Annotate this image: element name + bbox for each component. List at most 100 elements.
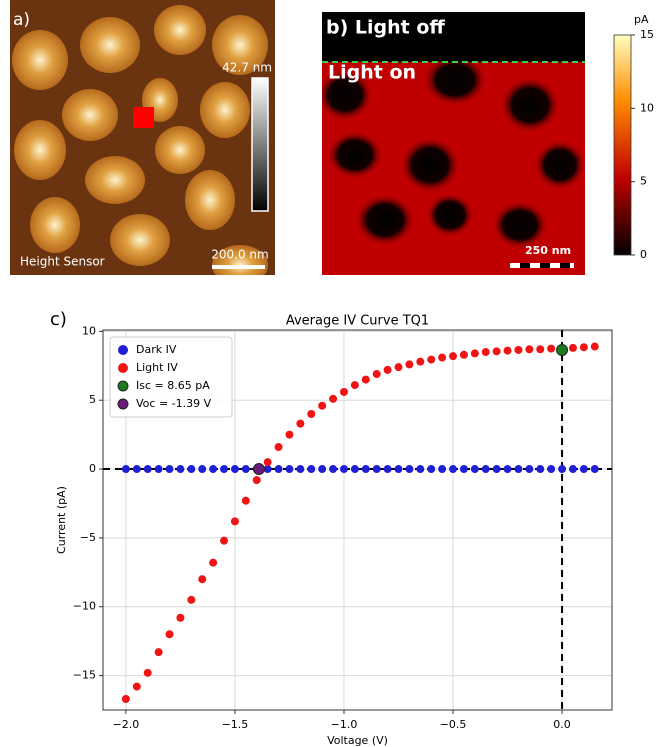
legend-marker [117, 380, 129, 392]
legend-label: Light IV [136, 361, 178, 374]
data-point [558, 465, 567, 474]
data-point [427, 465, 436, 474]
data-point [427, 355, 436, 364]
afm-height-image [10, 0, 275, 275]
data-point [405, 360, 414, 369]
data-point [438, 465, 447, 474]
x-tick-label: −1.5 [222, 718, 249, 731]
data-point [241, 465, 250, 474]
data-point [132, 682, 141, 691]
data-point [198, 575, 207, 584]
legend-label: Voc = -1.39 V [136, 397, 212, 410]
legend-label: Isc = 8.65 pA [136, 379, 210, 392]
data-point [350, 381, 359, 390]
y-tick-label: 0 [89, 462, 96, 475]
data-point [220, 465, 229, 474]
data-point [416, 357, 425, 366]
data-point [318, 401, 327, 410]
data-point [536, 465, 545, 474]
data-point [481, 465, 490, 474]
data-point [209, 558, 218, 567]
scale-bar-label: 250 nm [525, 244, 571, 257]
region-label: Light on [328, 62, 416, 84]
data-point [143, 668, 152, 677]
data-point [568, 465, 577, 474]
highlight-point [252, 463, 265, 476]
data-point [449, 465, 458, 474]
legend-label: Dark IV [136, 343, 177, 356]
data-point [230, 517, 239, 526]
data-point [459, 465, 468, 474]
data-point [165, 630, 174, 639]
y-tick-label: −10 [73, 600, 96, 613]
data-point [449, 352, 458, 361]
channel-label: Height Sensor [20, 255, 105, 269]
data-point [318, 465, 327, 474]
x-tick-label: −2.0 [113, 718, 140, 731]
data-point [590, 342, 599, 351]
data-point [514, 465, 523, 474]
data-point [568, 343, 577, 352]
data-point [547, 465, 556, 474]
data-point [285, 430, 294, 439]
colorbar [613, 34, 632, 256]
colorbar-tick-label: 10 [640, 101, 654, 114]
data-point [503, 346, 512, 355]
scale-max-label: 42.7 nm [222, 61, 272, 75]
data-point [525, 465, 534, 474]
data-point [383, 465, 392, 474]
data-point [252, 476, 261, 485]
data-point [459, 350, 468, 359]
panel-label: c) [50, 309, 67, 330]
data-point [339, 387, 348, 396]
data-point [394, 363, 403, 372]
data-point [274, 465, 283, 474]
data-point [361, 465, 370, 474]
data-point [470, 349, 479, 358]
colorbar-axis: 0 5 10 15 [631, 28, 654, 261]
data-point [209, 465, 218, 474]
data-point [263, 458, 272, 467]
data-point [198, 465, 207, 474]
data-point [547, 344, 556, 353]
data-point [394, 465, 403, 474]
data-point [176, 465, 185, 474]
data-point [143, 465, 152, 474]
data-point [416, 465, 425, 474]
data-point [241, 496, 250, 505]
data-point [307, 409, 316, 418]
x-axis-label: Voltage (V) [327, 734, 388, 747]
colorbar-tick-label: 5 [640, 175, 647, 188]
data-point [470, 465, 479, 474]
data-point [361, 375, 370, 384]
panel-label: a) [13, 10, 30, 30]
panel-label: b) Light off [326, 17, 445, 39]
data-point [121, 465, 130, 474]
x-tick-label: −1.0 [331, 718, 358, 731]
data-point [329, 465, 338, 474]
data-point [579, 465, 588, 474]
data-point [492, 347, 501, 356]
data-point [383, 365, 392, 374]
colorbar-unit: pA [634, 13, 649, 26]
data-point [307, 465, 316, 474]
data-point [154, 465, 163, 474]
data-point [176, 613, 185, 622]
data-point [481, 348, 490, 357]
data-point [525, 345, 534, 354]
data-point [230, 465, 239, 474]
plot-frame [102, 329, 613, 711]
data-point [350, 465, 359, 474]
data-point [263, 465, 272, 474]
data-point [296, 419, 305, 428]
x-tick-label: 0.0 [553, 718, 571, 731]
x-tick-label: −0.5 [440, 718, 467, 731]
y-tick-label: −15 [73, 669, 96, 682]
data-point [285, 465, 294, 474]
data-point [492, 465, 501, 474]
data-point [154, 648, 163, 657]
data-point [121, 694, 130, 703]
y-tick-label: −5 [80, 531, 96, 544]
